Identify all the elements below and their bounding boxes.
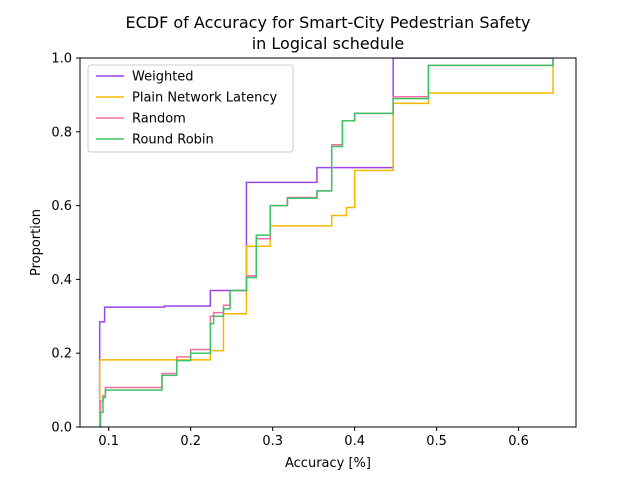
y-tick-label: 0.4 [51, 273, 72, 288]
y-tick-label: 0.6 [51, 199, 72, 214]
legend-box [87, 64, 294, 153]
chart-title-line-1: ECDF of Accuracy for Smart-City Pedestri… [126, 13, 531, 32]
legend-label-round-robin: Round Robin [132, 133, 214, 148]
y-tick-label: 0.8 [51, 125, 72, 140]
legend-label-weighted: Weighted [132, 70, 194, 85]
x-axis: 0.1 0.2 0.3 0.4 0.5 0.6 [98, 427, 529, 449]
legend-label-random: Random [132, 112, 186, 127]
y-tick-label: 0.2 [51, 347, 72, 362]
y-tick-label: 0.0 [51, 421, 72, 436]
x-tick-label: 0.5 [426, 434, 447, 449]
series-line-round-robin [99, 58, 554, 427]
y-axis-label: Proportion [29, 209, 44, 276]
legend-label-plain-network-latency: Plain Network Latency [132, 91, 278, 106]
series-layer [98, 58, 554, 427]
x-axis-label: Accuracy [%] [285, 456, 371, 471]
y-axis: 0.0 0.2 0.4 0.6 0.8 1.0 [51, 52, 80, 436]
plot-area-frame [79, 57, 577, 428]
chart-title-line-2: in Logical schedule [252, 34, 405, 53]
series-line-weighted [98, 58, 554, 427]
x-tick-label: 0.4 [344, 434, 365, 449]
x-tick-label: 0.6 [508, 434, 529, 449]
x-tick-label: 0.2 [180, 434, 201, 449]
legend: Weighted Plain Network Latency Random Round… [87, 64, 294, 153]
x-tick-label: 0.1 [98, 434, 119, 449]
chart-title: ECDF of Accuracy for Smart-City Pedestri… [126, 13, 531, 53]
x-tick-label: 0.3 [262, 434, 283, 449]
series-line-plain-network-latency [98, 58, 554, 427]
y-tick-label: 1.0 [51, 52, 72, 67]
